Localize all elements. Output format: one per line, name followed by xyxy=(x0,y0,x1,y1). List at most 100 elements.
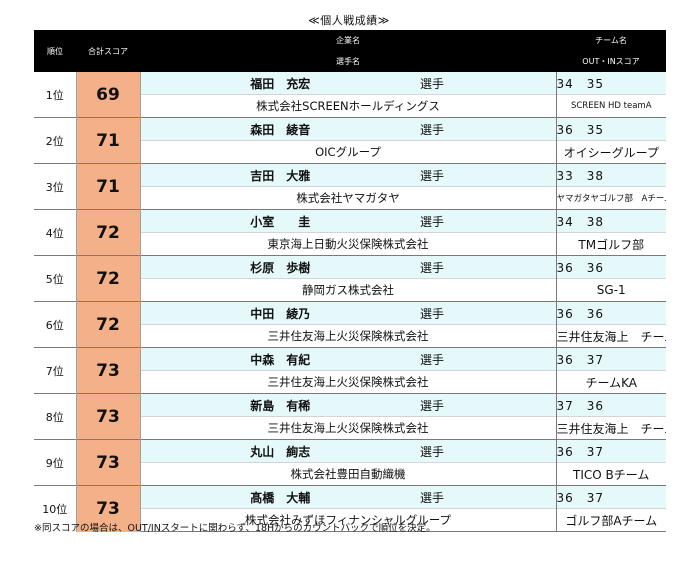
company-name: OICグループ xyxy=(140,140,556,164)
player-name: 森田 綾音 xyxy=(140,117,420,141)
player-role: 選手 xyxy=(420,117,556,141)
player-role: 選手 xyxy=(420,347,556,371)
rank-cell: 10位 xyxy=(34,485,77,532)
table-row: 2位 71 森田 綾音 選手 36 35 xyxy=(34,117,666,164)
outin-score: 34 35 xyxy=(555,72,666,95)
player-role: 選手 xyxy=(420,209,556,233)
score-cell: 72 xyxy=(76,301,141,348)
header-rank: 順位 xyxy=(34,30,76,72)
table-row-sub: 株式会社ヤマガタヤ ヤマガタヤゴルフ部 Aチーム xyxy=(34,186,666,210)
rank-cell: 8位 xyxy=(34,393,77,440)
player-name: 髙橋 大輔 xyxy=(140,485,420,509)
team-name: SCREEN HD teamA xyxy=(555,94,666,118)
team-name: SG-1 xyxy=(555,278,666,302)
player-role: 選手 xyxy=(420,163,556,187)
score-cell: 71 xyxy=(76,117,141,164)
player-role: 選手 xyxy=(420,255,556,279)
player-role: 選手 xyxy=(420,485,556,509)
header-score: 合計スコア xyxy=(76,30,140,72)
score-cell: 73 xyxy=(76,393,141,440)
header-player: 選手名 xyxy=(140,51,556,72)
company-name: 東京海上日動火災保険株式会社 xyxy=(140,232,556,256)
outin-score: 34 38 xyxy=(555,209,666,233)
player-name: 小室 圭 xyxy=(140,209,420,233)
player-name: 杉原 歩樹 xyxy=(140,255,420,279)
score-cell: 73 xyxy=(76,439,141,486)
score-cell: 73 xyxy=(76,485,141,532)
company-name: 株式会社みずほフィナンシャルグループ xyxy=(140,508,556,532)
company-name: 三井住友海上火災保険株式会社 xyxy=(140,324,556,348)
score-cell: 69 xyxy=(76,72,141,118)
outin-score: 36 35 xyxy=(555,117,666,141)
table-row-sub: 株式会社SCREENホールディングス SCREEN HD teamA xyxy=(34,94,666,118)
rank-cell: 7位 xyxy=(34,347,77,394)
team-name: TMゴルフ部 xyxy=(555,232,666,256)
table-row: 6位 72 中田 綾乃 選手 36 36 xyxy=(34,301,666,348)
company-name: 三井住友海上火災保険株式会社 xyxy=(140,370,556,394)
player-role: 選手 xyxy=(420,301,556,325)
table-row-sub: 東京海上日動火災保険株式会社 TMゴルフ部 xyxy=(34,232,666,256)
header-row-top: 順位 合計スコア 企業名 チーム名 xyxy=(34,30,666,72)
score-cell: 72 xyxy=(76,209,141,256)
header-company: 企業名 xyxy=(140,30,556,51)
rank-cell: 2位 xyxy=(34,117,77,164)
table-row: 1位 69 福田 充宏 選手 34 35 xyxy=(34,72,666,118)
table-row-sub: OICグループ オイシーグループ xyxy=(34,140,666,164)
results-table: 順位 合計スコア 企業名 チーム名 選手名 OUT・INスコア 1位 69 福田 充… xyxy=(34,30,666,532)
header-outin: OUT・INスコア xyxy=(556,51,666,72)
header-team: チーム名 xyxy=(556,30,666,51)
score-cell: 72 xyxy=(76,255,141,302)
team-name: ゴルフ部Aチーム xyxy=(555,508,666,532)
score-cell: 73 xyxy=(76,347,141,394)
header-row-bottom: 選手名 OUT・INスコア xyxy=(34,51,666,72)
team-name: ヤマガタヤゴルフ部 Aチーム xyxy=(555,186,666,210)
rank-cell: 6位 xyxy=(34,301,77,348)
outin-score: 36 37 xyxy=(555,347,666,371)
rank-cell: 4位 xyxy=(34,209,77,256)
player-name: 丸山 絢志 xyxy=(140,439,420,463)
table-row-sub: 静岡ガス株式会社 SG-1 xyxy=(34,278,666,302)
player-role: 選手 xyxy=(420,439,556,463)
table-row: 8位 73 新島 有稀 選手 37 36 xyxy=(34,393,666,440)
results-body: 1位 69 福田 充宏 選手 34 35 株式会社SCREENホールディングス SCREEN… xyxy=(34,72,666,532)
table-row: 10位 73 髙橋 大輔 選手 36 37 xyxy=(34,485,666,532)
player-role: 選手 xyxy=(420,393,556,417)
table-row-sub: 三井住友海上火災保険株式会社 チームKA xyxy=(34,370,666,394)
outin-score: 37 36 xyxy=(555,393,666,417)
rank-cell: 3位 xyxy=(34,163,77,210)
outin-score: 33 38 xyxy=(555,163,666,187)
player-name: 吉田 大雅 xyxy=(140,163,420,187)
table-row-sub: 株式会社みずほフィナンシャルグループ ゴルフ部Aチーム xyxy=(34,508,666,532)
player-role: 選手 xyxy=(420,72,556,95)
outin-score: 36 37 xyxy=(555,485,666,509)
table-row: 7位 73 中森 有紀 選手 36 37 xyxy=(34,347,666,394)
rank-cell: 5位 xyxy=(34,255,77,302)
player-name: 新島 有稀 xyxy=(140,393,420,417)
company-name: 三井住友海上火災保険株式会社 xyxy=(140,416,556,440)
company-name: 静岡ガス株式会社 xyxy=(140,278,556,302)
player-name: 福田 充宏 xyxy=(140,72,420,95)
table-row-sub: 株式会社豊田自動織機 TICO Bチーム xyxy=(34,462,666,486)
team-name: TICO Bチーム xyxy=(555,462,666,486)
table-row: 4位 72 小室 圭選手 34 38 xyxy=(34,209,666,256)
rank-cell: 1位 xyxy=(34,72,77,118)
rank-cell: 9位 xyxy=(34,439,77,486)
outin-score: 36 36 xyxy=(555,301,666,325)
team-name: 三井住友海上 チームB xyxy=(555,324,666,348)
team-name: オイシーグループ xyxy=(555,140,666,164)
table-row: 3位 71 吉田 大雅 選手 33 38 xyxy=(34,163,666,210)
company-name: 株式会社SCREENホールディングス xyxy=(140,94,556,118)
table-row: 9位 73 丸山 絢志 選手 36 37 xyxy=(34,439,666,486)
player-name: 中田 綾乃 xyxy=(140,301,420,325)
table-row: 5位 72 杉原 歩樹 選手 36 36 xyxy=(34,255,666,302)
team-name: チームKA xyxy=(555,370,666,394)
footnote: ※同スコアの場合は、OUT/INスタートに関わらず、18Hからのカウントバックで… xyxy=(34,523,436,534)
company-name: 株式会社豊田自動織機 xyxy=(140,462,556,486)
page-title: ≪個人戦成績≫ xyxy=(308,14,390,27)
outin-score: 36 37 xyxy=(555,439,666,463)
score-cell: 71 xyxy=(76,163,141,210)
company-name: 株式会社ヤマガタヤ xyxy=(140,186,556,210)
